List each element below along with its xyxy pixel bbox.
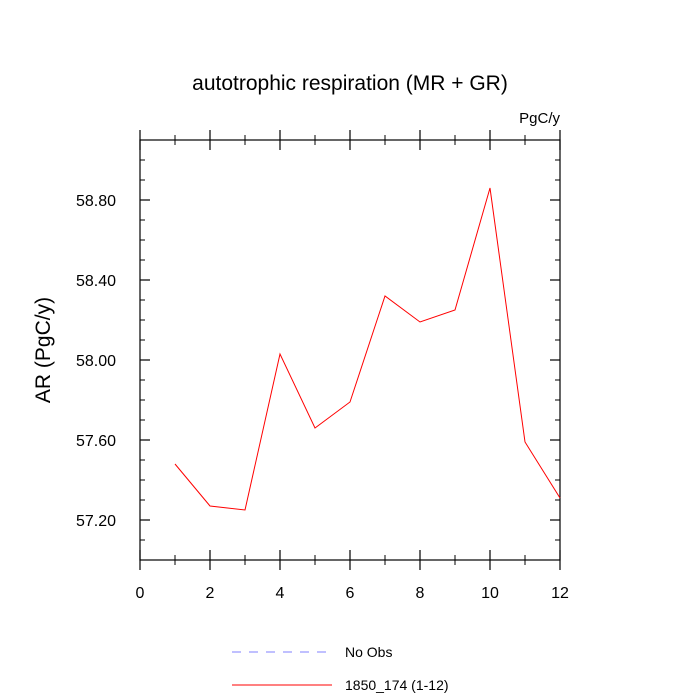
x-tick-label: 8: [416, 585, 425, 602]
plot-series: [174, 187, 561, 511]
x-tick-label: 12: [551, 585, 569, 602]
x-tick-label: 0: [136, 585, 145, 602]
axis-ticks: [139, 130, 561, 570]
series-line: [174, 187, 561, 511]
y-tick-label: 58.40: [76, 273, 116, 290]
legend-label: 1850_174 (1-12): [345, 677, 449, 693]
x-tick-label: 4: [276, 585, 285, 602]
units-label: PgC/y: [519, 110, 560, 127]
x-tick-label: 6: [346, 585, 355, 602]
legend-label: No Obs: [345, 644, 392, 660]
y-tick-label: 57.60: [76, 433, 116, 450]
y-tick-label: 57.20: [76, 513, 116, 530]
y-axis-label: AR (PgC/y): [32, 297, 55, 403]
y-tick-label: 58.00: [76, 353, 116, 370]
x-tick-label: 2: [206, 585, 215, 602]
x-tick-label: 10: [481, 585, 499, 602]
chart-title: autotrophic respiration (MR + GR): [192, 72, 508, 95]
axis-tick-labels: 0 2 4 6 8 10 12 57.20 57.60 58.00 58.40 58.80: [76, 193, 569, 602]
legend: No Obs 1850_174 (1-12): [232, 644, 449, 693]
y-tick-label: 58.80: [76, 193, 116, 210]
